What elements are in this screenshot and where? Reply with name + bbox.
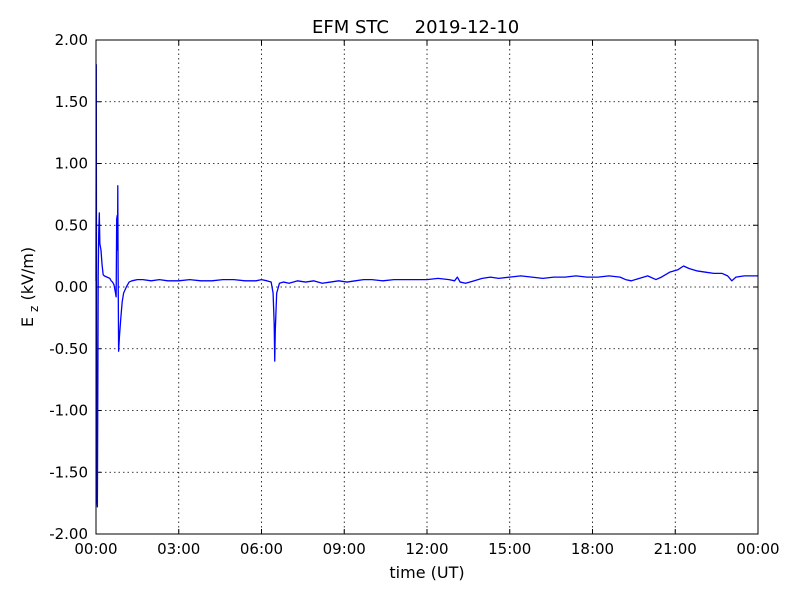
plot-frame — [95, 39, 759, 535]
y-tick-labels: 2.00 1.50 1.00 0.50 0.00 -0.50 -1.00 -1.50 -2.00 — [49, 31, 88, 543]
x-tick-label: 15:00 — [488, 540, 531, 558]
y-tick-label: 0.50 — [55, 216, 88, 234]
y-axis-label-main: E — [18, 317, 37, 327]
x-axis-label: time (UT) — [389, 563, 464, 582]
y-tick-label: 1.50 — [55, 93, 88, 111]
x-tick-label: 00:00 — [74, 540, 117, 558]
x-tick-label: 00:00 — [736, 540, 779, 558]
x-tick-label: 18:00 — [571, 540, 614, 558]
series-line-ez — [95, 64, 758, 508]
x-tick-label: 03:00 — [157, 540, 200, 558]
x-tick-labels: 00:00 03:00 06:00 09:00 12:00 15:00 18:00 21:00… — [74, 540, 779, 558]
chart-title-text: EFM STC — [312, 17, 389, 38]
y-tick-label: -1.50 — [49, 463, 88, 481]
chart-title: EFM STC 2019-12-10 — [312, 17, 519, 38]
x-tick-label: 21:00 — [654, 540, 697, 558]
y-axis-label-unit: (kV/m) — [18, 247, 37, 301]
y-tick-label: -1.00 — [49, 402, 88, 420]
y-axis-label-subscript: z — [27, 306, 41, 312]
chart-date-text: 2019-12-10 — [415, 17, 520, 38]
series-layer — [95, 64, 758, 508]
grid — [96, 40, 758, 534]
y-axis-label: E z (kV/m) — [18, 247, 42, 327]
x-tick-label: 06:00 — [240, 540, 283, 558]
x-tick-label: 09:00 — [323, 540, 366, 558]
y-tick-label: -0.50 — [49, 340, 88, 358]
x-tick-label: 12:00 — [405, 540, 448, 558]
y-tick-label: 0.00 — [55, 278, 88, 296]
y-tick-label: 1.00 — [55, 155, 88, 173]
y-tick-label: 2.00 — [55, 31, 88, 49]
y-tick-label: -2.00 — [49, 525, 88, 543]
